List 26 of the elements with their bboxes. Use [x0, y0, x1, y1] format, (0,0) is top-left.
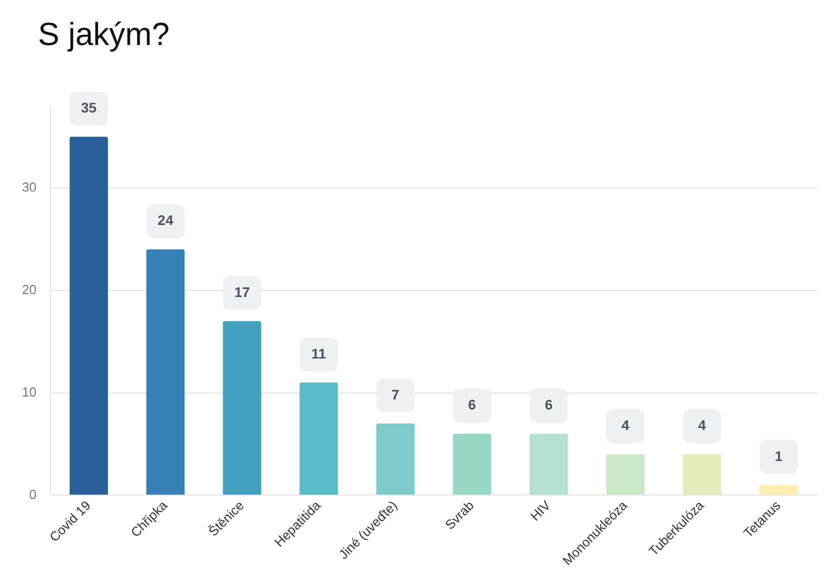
bar	[682, 454, 722, 495]
data-label: 6	[544, 396, 553, 413]
data-label: 24	[158, 212, 174, 228]
data-label: 1	[774, 448, 783, 464]
bar	[222, 321, 262, 495]
data-label: 17	[234, 284, 250, 300]
bar	[760, 484, 798, 495]
bar	[376, 423, 415, 495]
data-label: 35	[81, 100, 97, 116]
data-label: 6	[468, 396, 476, 413]
y-tick-label: 10	[22, 384, 36, 400]
data-label: 7	[392, 386, 400, 402]
y-tick-label: 30	[22, 180, 36, 195]
data-label: 11	[311, 345, 326, 362]
x-tick-label: HIV	[527, 498, 554, 524]
data-label: 4	[698, 417, 706, 434]
bar	[452, 434, 492, 495]
data-label: 4	[621, 417, 630, 434]
bar	[70, 136, 108, 495]
chart-title: S jakým?	[37, 15, 171, 54]
y-tick-label: 20	[22, 282, 36, 297]
bar	[606, 454, 645, 495]
bar	[530, 434, 568, 495]
y-tick-label: 0	[29, 486, 36, 502]
bar	[300, 382, 338, 495]
bar	[146, 249, 185, 495]
